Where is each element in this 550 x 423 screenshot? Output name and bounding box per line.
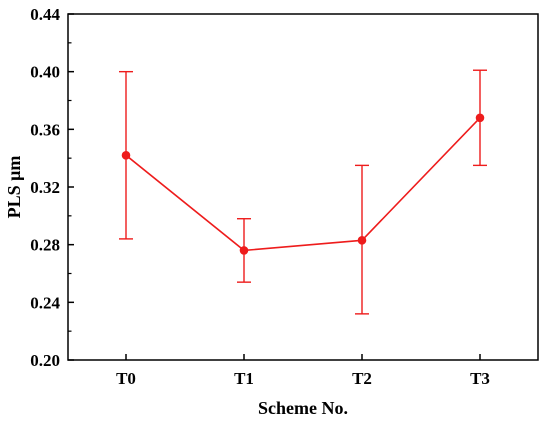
y-tick-label: 0.24 <box>30 293 60 312</box>
y-tick-label: 0.44 <box>30 5 60 24</box>
y-tick-label: 0.20 <box>30 351 60 370</box>
y-tick-label: 0.36 <box>30 120 60 139</box>
series-line <box>125 117 481 252</box>
y-axis-ticks: 0.20 0.24 0.28 0.32 0.36 0.40 0.44 <box>30 5 74 370</box>
x-axis-ticks: T0 T1 T2 T3 <box>116 354 490 388</box>
x-tick-label: T3 <box>470 369 490 388</box>
x-tick-label: T2 <box>352 369 372 388</box>
y-axis-title: PLS μm <box>4 156 24 219</box>
data-point <box>357 236 367 245</box>
data-series <box>119 69 487 315</box>
x-tick-label: T1 <box>234 369 254 388</box>
y-tick-label: 0.32 <box>30 178 60 197</box>
data-point <box>239 246 249 255</box>
data-point <box>475 113 485 123</box>
plot-frame <box>67 13 539 361</box>
x-axis-title: Scheme No. <box>258 398 348 418</box>
y-tick-label: 0.40 <box>30 63 60 82</box>
x-tick-label: T0 <box>116 369 136 388</box>
y-tick-label: 0.28 <box>30 236 60 255</box>
data-point <box>121 150 131 160</box>
